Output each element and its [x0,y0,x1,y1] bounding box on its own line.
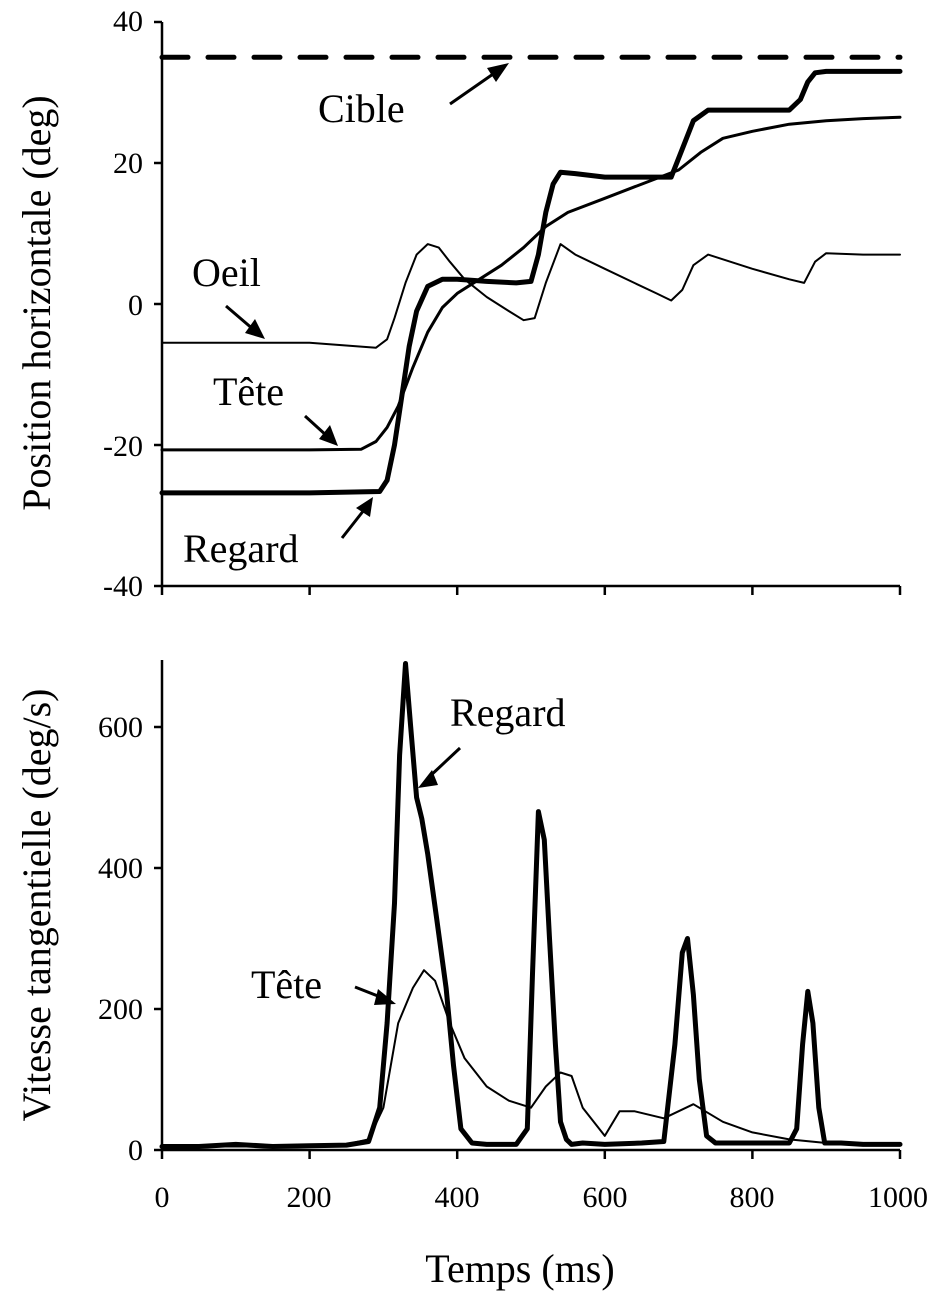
velocity-xtick-label: 400 [435,1181,480,1214]
velocity-xtick-label: 800 [730,1181,775,1214]
velocity-series-tete [161,969,901,1148]
velocity-xtick-label: 200 [287,1181,332,1214]
annotation-tete-position: Tête [213,369,284,414]
position-ytick-label: -20 [103,430,143,463]
position-ytick-label: 20 [113,147,143,180]
velocity-xtick-label: 600 [583,1181,628,1214]
arrow-cible [449,70,497,106]
velocity-chart: 0 200 400 600 0 200 400 600 800 1000 Tem… [14,660,928,1291]
velocity-xtick-label: 1000 [868,1181,928,1214]
annotation-tete-velocity: Tête [251,962,322,1007]
position-series-regard [159,68,903,496]
position-ytick-label: 0 [128,289,143,322]
annotation-regard-velocity: Regard [450,690,566,735]
arrow-tete-position [303,414,329,438]
position-series [159,54,903,496]
velocity-ticks [154,725,902,1159]
annotation-cible: Cible [318,86,405,131]
arrowhead-regard-position [356,497,373,517]
position-series-tete [160,115,902,452]
arrowhead-tete-velocity [374,989,396,1005]
position-ticks [154,20,902,595]
velocity-ytick-label: 600 [98,711,143,744]
position-series-oeil [161,243,901,349]
velocity-ytick-label: 400 [98,852,143,885]
arrowhead-regard-velocity [418,770,438,788]
arrow-regard-position [340,509,366,539]
arrowhead-oeil [245,319,265,339]
position-ytick-label: -40 [103,570,143,603]
arrow-regard-velocity [426,746,462,780]
arrowhead-tete-position [319,425,338,446]
velocity-y-axis-title: Vitesse tangentielle (deg/s) [14,688,59,1121]
velocity-series-regard [159,661,903,1149]
velocity-ytick-label: 0 [128,1134,143,1167]
velocity-ytick-label: 200 [98,993,143,1026]
annotation-regard-position: Regard [183,526,299,571]
annotation-oeil: Oeil [192,250,261,295]
position-chart: 40 20 0 -20 -40 Position horizontale (de… [14,5,903,603]
arrowhead-cible [487,63,509,82]
velocity-xtick-label: 0 [155,1181,170,1214]
velocity-x-axis-title: Temps (ms) [425,1246,614,1291]
position-ytick-label: 40 [113,5,143,38]
arrow-oeil [225,304,255,332]
velocity-series [159,661,903,1149]
position-y-axis-title: Position horizontale (deg) [14,95,59,510]
